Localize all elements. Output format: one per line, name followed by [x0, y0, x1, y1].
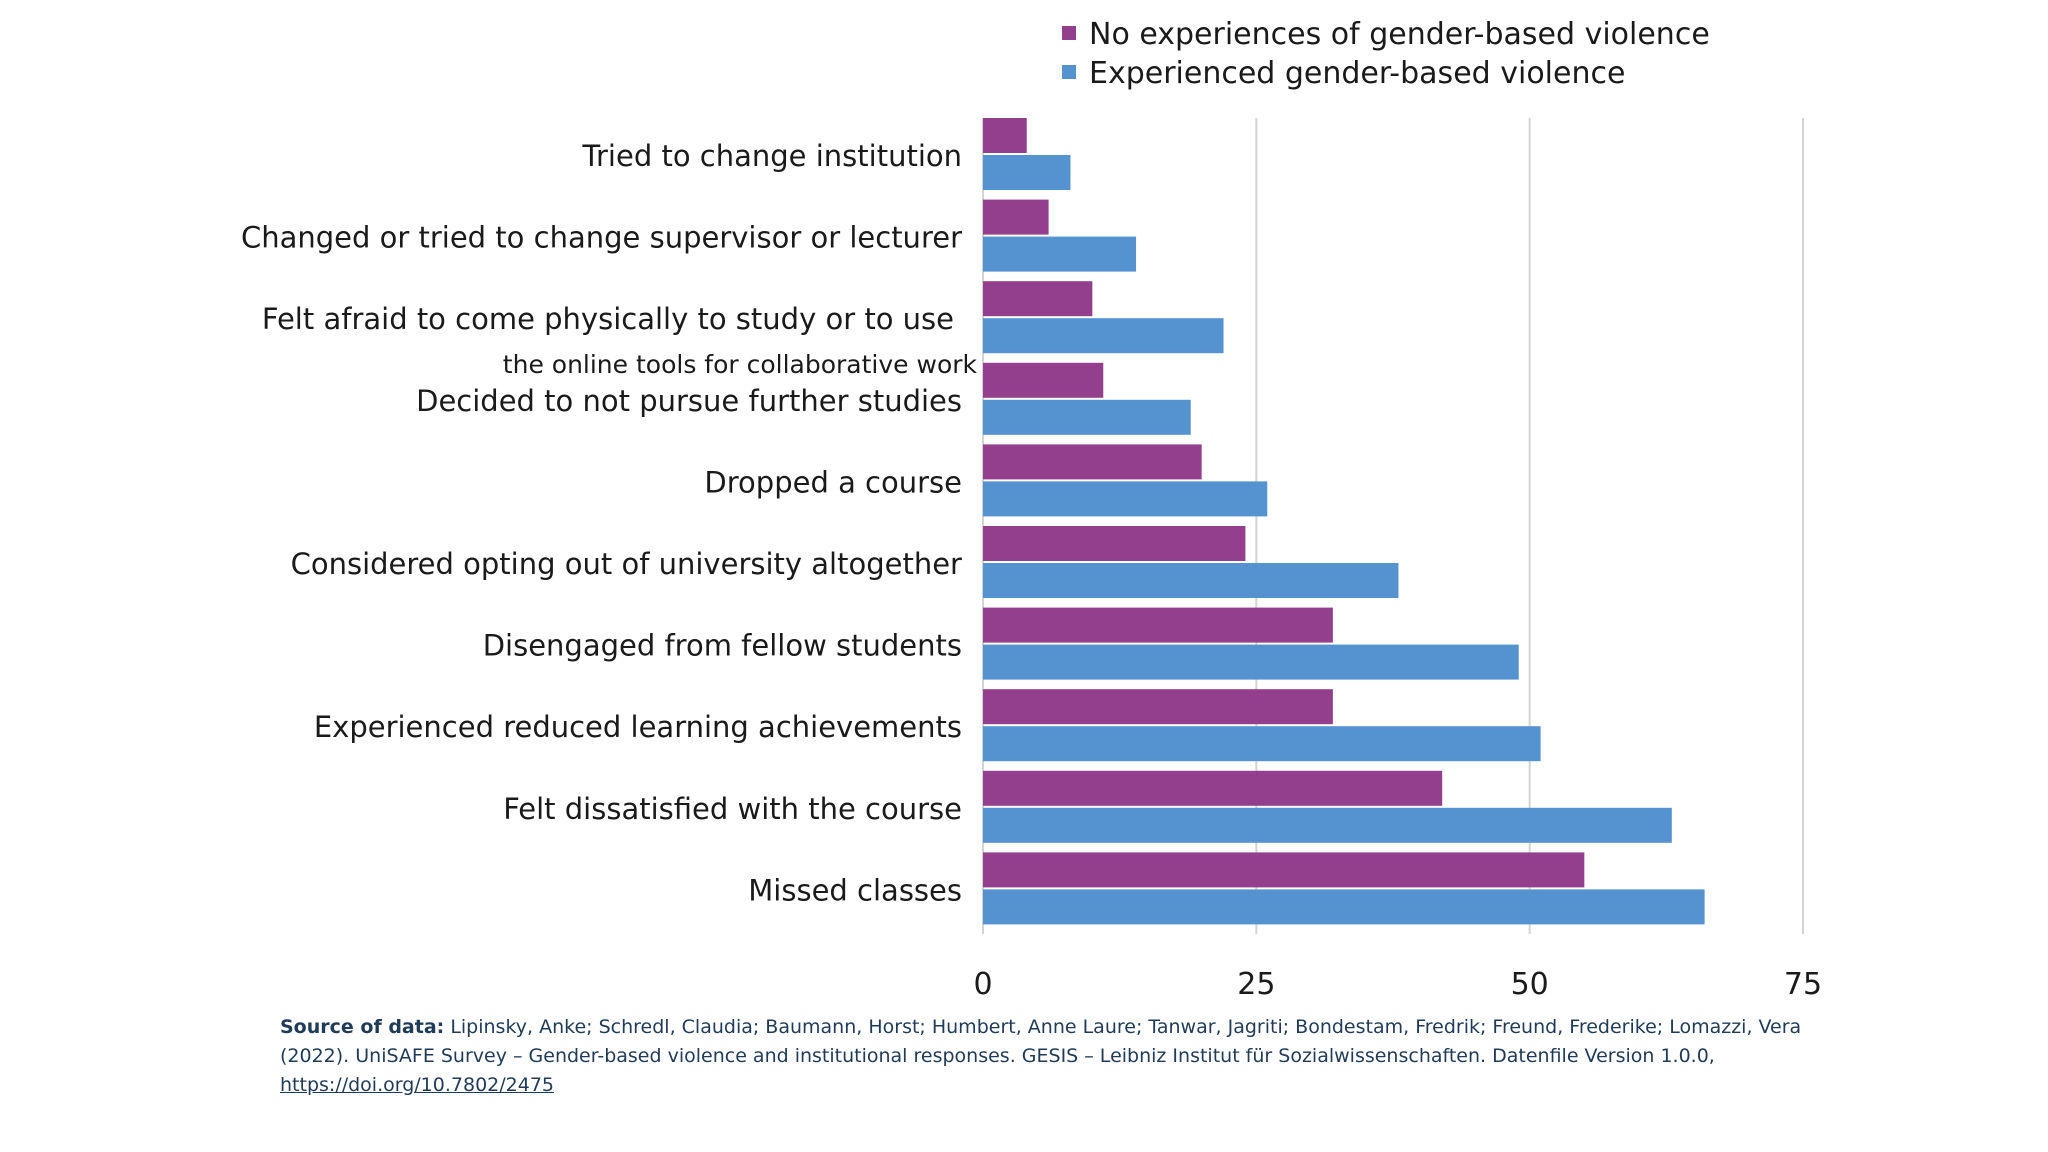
bar-series2-cat1 — [983, 155, 1071, 190]
bar-series2-cat5 — [983, 481, 1268, 517]
x-tick-label-75: 75 — [1784, 967, 1822, 1000]
category-label-8: Experienced reduced learning achievement… — [314, 710, 962, 744]
category-label-6: Considered opting out of university alto… — [291, 547, 962, 581]
x-tick-label-50: 50 — [1511, 967, 1549, 1000]
bar-chart: No experiences of gender-based violence E… — [241, 17, 1822, 1000]
bar-series1-cat10 — [983, 852, 1585, 888]
bar-series2-cat9 — [983, 807, 1672, 843]
legend-swatch-2 — [1062, 65, 1076, 79]
category-label-3-line2: the online tools for collaborative work — [503, 350, 978, 379]
category-label-2: Changed or tried to change supervisor or… — [241, 221, 962, 255]
source-link[interactable]: https://doi.org/10.7802/2475 — [280, 1074, 554, 1096]
category-labels: Tried to change institution Changed or tr… — [241, 139, 978, 907]
category-label-7: Disengaged from fellow students — [483, 629, 962, 663]
category-label-10: Missed classes — [748, 873, 962, 907]
bar-series1-cat5 — [983, 444, 1202, 480]
legend-label-1: No experiences of gender-based violence — [1089, 17, 1710, 52]
bar-series1-cat7 — [983, 607, 1333, 643]
category-label-4: Decided to not pursue further studies — [416, 384, 962, 418]
bar-series2-cat7 — [983, 644, 1519, 680]
source-label: Source of data: — [280, 1016, 445, 1038]
category-label-3-line1: Felt afraid to come physically to study … — [262, 302, 954, 336]
category-label-1: Tried to change institution — [582, 139, 962, 173]
source-note: Source of data: Lipinsky, Anke; Schredl,… — [280, 1013, 1840, 1100]
source-text: Lipinsky, Anke; Schredl, Claudia; Bauman… — [280, 1016, 1802, 1067]
legend-label-2: Experienced gender-based violence — [1089, 56, 1625, 91]
x-axis-ticks: 0 25 50 75 — [973, 967, 1822, 1000]
x-tick-label-25: 25 — [1237, 967, 1275, 1000]
bar-series1-cat8 — [983, 689, 1333, 725]
x-tick-label-0: 0 — [973, 967, 992, 1000]
bar-series1-cat9 — [983, 770, 1443, 806]
bar-series1-cat4 — [983, 362, 1104, 398]
category-label-5: Dropped a course — [704, 465, 962, 499]
bar-series2-cat3 — [983, 318, 1224, 354]
bar-series1-cat1 — [983, 118, 1027, 153]
bar-series1-cat3 — [983, 281, 1093, 317]
bar-series2-cat4 — [983, 399, 1191, 435]
chart-legend: No experiences of gender-based violence E… — [1062, 17, 1710, 91]
category-label-9: Felt dissatisfied with the course — [503, 792, 962, 826]
legend-swatch-1 — [1062, 26, 1076, 40]
chart-bars — [983, 118, 1705, 925]
bar-series2-cat6 — [983, 563, 1399, 598]
bar-series1-cat2 — [983, 199, 1049, 235]
bar-series2-cat10 — [983, 889, 1705, 925]
bar-series2-cat8 — [983, 726, 1541, 762]
bar-series2-cat2 — [983, 236, 1137, 272]
bar-series1-cat6 — [983, 526, 1246, 561]
